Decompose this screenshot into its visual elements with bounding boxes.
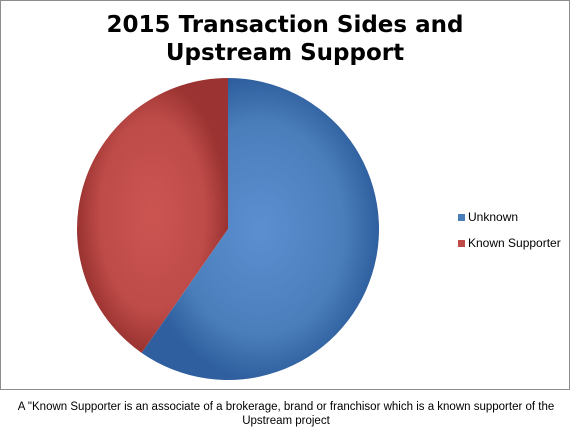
pie-chart <box>76 78 379 380</box>
pie-slice-unknown <box>141 78 379 380</box>
legend-swatch-unknown <box>458 213 465 221</box>
chart-footnote: A "Known Supporter is an associate of a … <box>0 400 572 428</box>
legend-label-known-supporter: Known Supporter <box>468 236 561 250</box>
chart-title: 2015 Transaction Sides and Upstream Supp… <box>1 11 569 67</box>
pie-slice-known-supporter <box>76 78 228 353</box>
legend-item-unknown: Unknown <box>458 210 561 224</box>
legend-swatch-known-supporter <box>458 239 465 247</box>
legend-item-known-supporter: Known Supporter <box>458 236 561 250</box>
chart-area: 2015 Transaction Sides and Upstream Supp… <box>0 0 570 390</box>
chart-legend: Unknown Known Supporter <box>458 210 561 262</box>
footnote-line-1: A "Known Supporter is an associate of a … <box>17 401 555 413</box>
chart-title-line-2: Upstream Support <box>165 40 405 66</box>
chart-title-line-1: 2015 Transaction Sides and <box>106 12 464 38</box>
footnote-line-2: Upstream project <box>242 415 330 427</box>
legend-label-unknown: Unknown <box>468 210 519 224</box>
